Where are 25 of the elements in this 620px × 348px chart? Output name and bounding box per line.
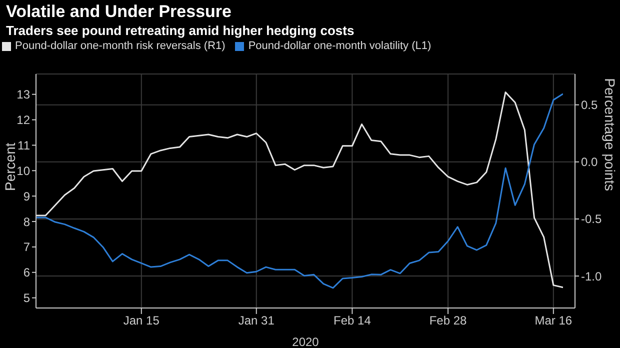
x-tick-label: Feb 28 <box>429 314 468 328</box>
y-tick-label: 12 <box>16 113 30 128</box>
y-tick-label: 9 <box>23 189 30 204</box>
x-axis-title: 2020 <box>292 335 320 348</box>
y-tick-label: 13 <box>16 88 30 102</box>
y-tick-label: 5 <box>23 291 30 306</box>
x-tick-label: Mar 16 <box>534 314 572 328</box>
legend-label: Pound-dollar one-month risk reversals (R1) <box>15 40 226 52</box>
y-tick-label: 8 <box>23 214 30 229</box>
y2-tick-label: 0.5 <box>581 98 598 112</box>
y2-tick-label: -1.0 <box>581 269 602 284</box>
y-axis-title: Percent <box>2 142 18 191</box>
x-tick-label: Jan 15 <box>123 314 160 328</box>
x-tick-label: Feb 14 <box>334 314 372 328</box>
y2-tick-label: 0.0 <box>581 155 598 170</box>
chart-subtitle: Traders see pound retreating amid higher hedging costs <box>6 23 354 38</box>
legend-label: Pound-dollar one-month volatility (L1) <box>248 40 432 52</box>
y-tick-label: 11 <box>18 138 30 152</box>
y2-axis-title: Percentage points <box>602 78 618 191</box>
y-tick-label: 6 <box>23 266 30 280</box>
y-tick-label: 10 <box>16 164 30 178</box>
y2-tick-label: -0.5 <box>581 212 602 226</box>
y-tick-label: 7 <box>23 240 30 254</box>
x-tick-label: Jan 31 <box>238 314 275 328</box>
chart-title: Volatile and Under Pressure <box>6 2 232 22</box>
